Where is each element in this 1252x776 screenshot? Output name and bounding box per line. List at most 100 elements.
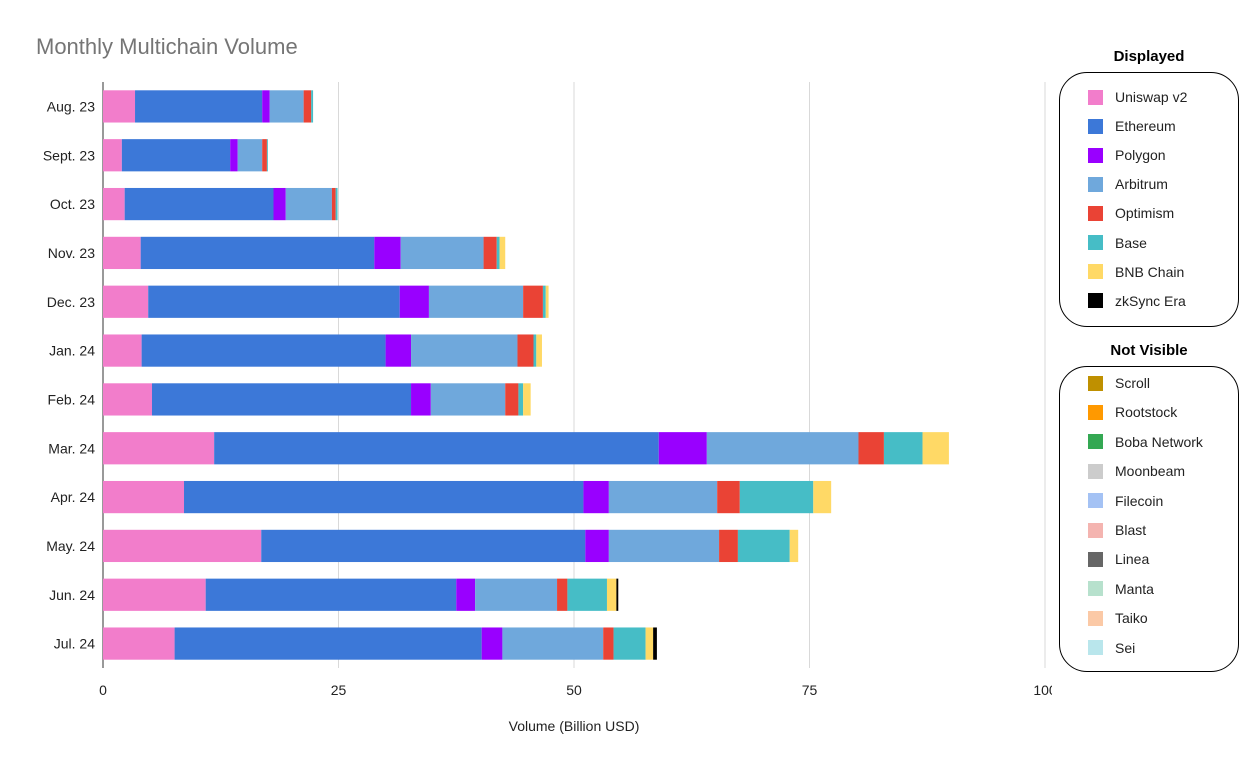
bar-segment xyxy=(518,383,524,416)
bar-segment xyxy=(717,480,740,514)
legend-item[interactable]: Filecoin xyxy=(1088,491,1163,511)
legend-label: Ethereum xyxy=(1115,118,1176,135)
legend-label: Linea xyxy=(1115,551,1150,568)
legend-item[interactable]: Manta xyxy=(1088,579,1154,599)
legend-item[interactable]: Linea xyxy=(1088,549,1149,569)
bar-segment xyxy=(645,627,654,660)
bar-segment xyxy=(103,383,152,416)
legend-item[interactable]: Arbitrum xyxy=(1088,174,1168,194)
bar-segment xyxy=(237,139,263,172)
legend-item[interactable]: Base xyxy=(1088,233,1147,253)
legend-item[interactable]: zkSync Era xyxy=(1088,291,1186,311)
bar-segment xyxy=(103,480,185,514)
bar-segment xyxy=(813,480,832,514)
legend-swatch xyxy=(1088,404,1103,420)
bar-layer xyxy=(103,90,949,660)
legend-label: Arbitrum xyxy=(1115,176,1168,193)
legend-label: Moonbeam xyxy=(1115,463,1186,480)
legend-item[interactable]: Optimism xyxy=(1088,203,1174,223)
legend-item[interactable]: Ethereum xyxy=(1088,116,1176,136)
bar-segment xyxy=(230,139,238,172)
bar-segment xyxy=(103,334,142,367)
bar-segment xyxy=(499,236,506,270)
legend-swatch xyxy=(1088,493,1103,509)
legend-label: Boba Network xyxy=(1115,433,1203,450)
legend-item[interactable]: Rootstock xyxy=(1088,402,1177,422)
bar-segment xyxy=(481,627,503,660)
bar-segment xyxy=(103,578,206,611)
bar-segment xyxy=(557,578,568,611)
bar-segment xyxy=(331,187,336,221)
bar-segment xyxy=(613,627,646,660)
bar-segment xyxy=(653,627,657,660)
bar-segment xyxy=(303,90,312,123)
bar-segment xyxy=(399,285,429,318)
bar-segment xyxy=(536,334,542,367)
bar-segment xyxy=(475,578,558,611)
x-tick-label: 25 xyxy=(331,682,347,698)
legend-label: Taiko xyxy=(1115,610,1148,627)
y-category-label: Apr. 24 xyxy=(51,489,96,505)
y-category-label: Sept. 23 xyxy=(43,147,95,163)
bar-segment xyxy=(608,480,718,514)
bar-segment xyxy=(483,236,497,270)
bar-segment xyxy=(739,480,814,514)
y-category-label: Aug. 23 xyxy=(47,98,95,114)
bar-segment xyxy=(103,285,149,318)
legend-swatch xyxy=(1088,375,1103,391)
legend-swatch xyxy=(1088,205,1103,221)
legend-displayed-box: Uniswap v2 Ethereum Polygon Arbitrum Optimis… xyxy=(1059,72,1239,327)
bar-segment xyxy=(103,90,136,123)
legend-label: Blast xyxy=(1115,522,1147,538)
legend-swatch xyxy=(1088,522,1103,538)
legend-swatch xyxy=(1088,551,1103,567)
legend-displayed-heading: Displayed xyxy=(1113,48,1185,65)
legend-item[interactable]: Taiko xyxy=(1088,608,1148,628)
legend-label: Uniswap v2 xyxy=(1115,89,1188,105)
legend-label: zkSync Era xyxy=(1115,292,1186,309)
y-category-label: Mar. 24 xyxy=(48,440,95,456)
bar-segment xyxy=(719,529,738,563)
legend-swatch xyxy=(1088,610,1103,626)
legend-swatch xyxy=(1088,176,1103,192)
legend-item[interactable]: BNB Chain xyxy=(1088,262,1184,282)
legend-item[interactable]: Sei xyxy=(1088,638,1135,658)
legend-item[interactable]: Uniswap v2 xyxy=(1088,87,1187,107)
legend-item[interactable]: Scroll xyxy=(1088,373,1150,393)
bar-segment xyxy=(616,578,619,611)
y-category-label: Oct. 23 xyxy=(50,196,95,212)
bar-segment xyxy=(174,627,482,660)
legend-item[interactable]: Moonbeam xyxy=(1088,461,1185,481)
bar-segment xyxy=(148,285,400,318)
x-tick-label: 0 xyxy=(99,682,107,698)
y-category-label: Nov. 23 xyxy=(48,245,95,261)
x-tick-label: 100 xyxy=(1033,682,1052,698)
bar-segment xyxy=(533,334,537,367)
y-category-label: Jan. 24 xyxy=(49,343,95,359)
legend-label: Base xyxy=(1115,234,1147,251)
legend-item[interactable]: Boba Network xyxy=(1088,432,1203,452)
bar-segment xyxy=(151,383,412,416)
legend-swatch xyxy=(1088,118,1103,134)
bar-segment xyxy=(285,187,332,221)
bar-segment xyxy=(141,334,386,367)
bar-segment xyxy=(103,139,122,172)
grid-layer xyxy=(102,82,1046,668)
bar-segment xyxy=(266,139,268,172)
bar-segment xyxy=(606,578,617,611)
bar-segment xyxy=(585,529,609,563)
legend-label: Optimism xyxy=(1115,205,1175,222)
legend-swatch xyxy=(1088,264,1103,280)
legend-swatch xyxy=(1088,293,1103,309)
bar-segment xyxy=(789,529,799,563)
legend-hidden-box: Scroll Rootstock Boba Network Moonbeam Filec… xyxy=(1059,366,1239,672)
legend-item[interactable]: Polygon xyxy=(1088,145,1166,165)
bar-segment xyxy=(505,383,519,416)
legend-item[interactable]: Blast xyxy=(1088,520,1146,540)
bar-segment xyxy=(311,90,314,123)
bar-segment xyxy=(214,432,659,465)
bar-segment xyxy=(335,187,338,221)
legend-swatch xyxy=(1088,434,1103,450)
bar-segment xyxy=(103,627,175,660)
bar-segment xyxy=(269,90,304,123)
